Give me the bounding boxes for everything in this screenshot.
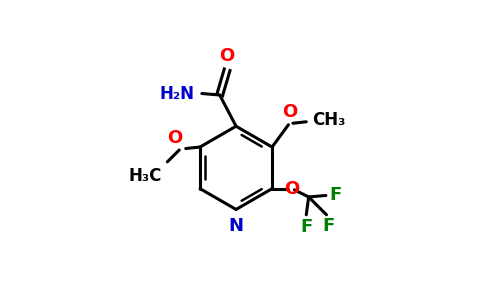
Text: H₃C: H₃C <box>128 167 161 185</box>
Text: O: O <box>282 103 298 122</box>
Text: F: F <box>330 187 342 205</box>
Text: O: O <box>284 180 299 198</box>
Text: H₂N: H₂N <box>159 85 195 103</box>
Text: F: F <box>300 218 312 236</box>
Text: O: O <box>220 47 235 65</box>
Text: N: N <box>228 217 243 235</box>
Text: CH₃: CH₃ <box>312 111 346 129</box>
Text: O: O <box>167 129 182 147</box>
Text: F: F <box>323 217 335 235</box>
